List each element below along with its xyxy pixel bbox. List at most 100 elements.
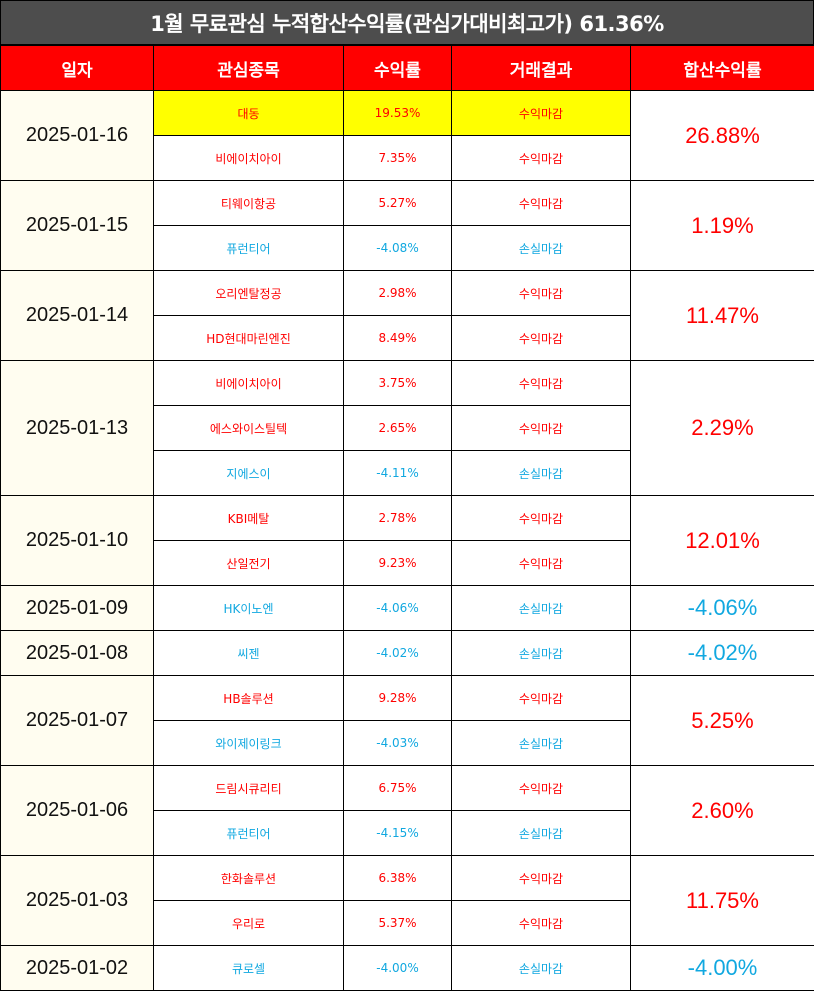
rate-cell: 3.75% [343,360,452,406]
result-cell: 수익마감 [451,540,631,586]
date-cell: 2025-01-03 [0,855,154,946]
table-row: 2025-01-06 드림시큐리티 6.75% 수익마감 2.60% [0,765,814,856]
stock-cell: 대동 [153,90,344,136]
result-cell: 수익마감 [451,315,631,361]
rate-cell: -4.02% [343,630,452,676]
stock-cell: 한화솔루션 [153,855,344,901]
stock-cell: KBI메탈 [153,495,344,541]
result-cell: 손실마감 [451,585,631,631]
date-cell: 2025-01-09 [0,585,154,631]
result-cell: 수익마감 [451,675,631,721]
stock-cell: 지에스이 [153,450,344,496]
total-return-cell: 11.47% [630,270,814,361]
rate-cell: 8.49% [343,315,452,361]
rate-cell: -4.08% [343,225,452,271]
result-cell: 수익마감 [451,270,631,316]
stock-cell: 퓨런티어 [153,810,344,856]
header-stock: 관심종목 [153,45,344,91]
table-row: 2025-01-10 KBI메탈 2.78% 수익마감 12.01% [0,495,814,586]
date-cell: 2025-01-08 [0,630,154,676]
total-return-cell: 2.60% [630,765,814,856]
result-cell: 수익마감 [451,765,631,811]
rate-cell: -4.15% [343,810,452,856]
stock-cell: HB솔루션 [153,675,344,721]
table-row: 2025-01-07 HB솔루션 9.28% 수익마감 5.25% [0,675,814,766]
stock-cell: 산일전기 [153,540,344,586]
rate-cell: 9.23% [343,540,452,586]
table-row: 2025-01-03 한화솔루션 6.38% 수익마감 11.75% [0,855,814,946]
result-cell: 수익마감 [451,405,631,451]
date-cell: 2025-01-15 [0,180,154,271]
stock-cell: 비에이치아이 [153,360,344,406]
date-cell: 2025-01-13 [0,360,154,496]
result-cell: 손실마감 [451,630,631,676]
rate-cell: 5.37% [343,900,452,946]
rate-cell: -4.06% [343,585,452,631]
result-cell: 수익마감 [451,900,631,946]
result-cell: 수익마감 [451,135,631,181]
rate-cell: 2.78% [343,495,452,541]
rate-cell: 6.75% [343,765,452,811]
stock-cell: 퓨런티어 [153,225,344,271]
date-cell: 2025-01-02 [0,945,154,991]
result-cell: 수익마감 [451,90,631,136]
date-cell: 2025-01-16 [0,90,154,181]
result-cell: 수익마감 [451,855,631,901]
stock-cell: 에스와이스틸텍 [153,405,344,451]
table-row: 퓨런티어 -4.15% 손실마감 [1,810,814,856]
table-row: 에스와이스틸텍 2.65% 수익마감 [1,405,814,451]
stock-cell: HD현대마린엔진 [153,315,344,361]
rate-cell: 19.53% [343,90,452,136]
stock-cell: 비에이치아이 [153,135,344,181]
total-return-cell: 2.29% [630,360,814,496]
returns-table: 일자 관심종목 수익률 거래결과 합산수익률 2025-01-16 대동 19.53… [0,45,814,991]
stock-cell: 와이제이링크 [153,720,344,766]
rate-cell: -4.00% [343,945,452,991]
result-cell: 손실마감 [451,945,631,991]
total-return-cell: 11.75% [630,855,814,946]
table-row: 2025-01-09 HK이노엔 -4.06% 손실마감 -4.06% [0,585,814,631]
table-row: 2025-01-02 큐로셀 -4.00% 손실마감 -4.00% [0,945,814,991]
result-cell: 수익마감 [451,180,631,226]
rate-cell: 9.28% [343,675,452,721]
page-title: 1월 무료관심 누적합산수익률(관심가대비최고가) 61.36% [0,0,814,45]
rate-cell: 6.38% [343,855,452,901]
rate-cell: -4.03% [343,720,452,766]
total-return-cell: -4.02% [630,630,814,676]
rate-cell: 2.98% [343,270,452,316]
result-cell: 손실마감 [451,225,631,271]
total-return-cell: 5.25% [630,675,814,766]
header-row: 일자 관심종목 수익률 거래결과 합산수익률 [0,45,814,91]
table-row: 산일전기 9.23% 수익마감 [1,540,814,586]
header-rate: 수익률 [343,45,452,91]
rate-cell: 2.65% [343,405,452,451]
table-row: 2025-01-13 비에이치아이 3.75% 수익마감 2.29% [0,360,814,496]
table-body: 2025-01-16 대동 19.53% 수익마감 26.88% 비에이치아이 7.35% 수… [0,90,814,991]
result-cell: 손실마감 [451,720,631,766]
total-return-cell: 1.19% [630,180,814,271]
header-date: 일자 [0,45,154,91]
total-return-cell: 12.01% [630,495,814,586]
table-row: 2025-01-08 씨젠 -4.02% 손실마감 -4.02% [0,630,814,676]
result-cell: 수익마감 [451,495,631,541]
stock-cell: 오리엔탈정공 [153,270,344,316]
total-return-cell: -4.06% [630,585,814,631]
table-row: 비에이치아이 7.35% 수익마감 [1,135,814,181]
table-row: 2025-01-16 대동 19.53% 수익마감 26.88% [0,90,814,181]
result-cell: 손실마감 [451,450,631,496]
total-return-cell: -4.00% [630,945,814,991]
date-cell: 2025-01-10 [0,495,154,586]
table-row: 지에스이 -4.11% 손실마감 [1,450,814,496]
result-cell: 수익마감 [451,360,631,406]
table-row: 2025-01-15 티웨이항공 5.27% 수익마감 1.19% [0,180,814,271]
table-row: 우리로 5.37% 수익마감 [1,900,814,946]
table-row: HD현대마린엔진 8.49% 수익마감 [1,315,814,361]
stock-cell: 큐로셀 [153,945,344,991]
table-row: 2025-01-14 오리엔탈정공 2.98% 수익마감 11.47% [0,270,814,361]
stock-cell: 티웨이항공 [153,180,344,226]
stock-cell: HK이노엔 [153,585,344,631]
table-row: 퓨런티어 -4.08% 손실마감 [1,225,814,271]
date-cell: 2025-01-07 [0,675,154,766]
total-return-cell: 26.88% [630,90,814,181]
stock-cell: 드림시큐리티 [153,765,344,811]
